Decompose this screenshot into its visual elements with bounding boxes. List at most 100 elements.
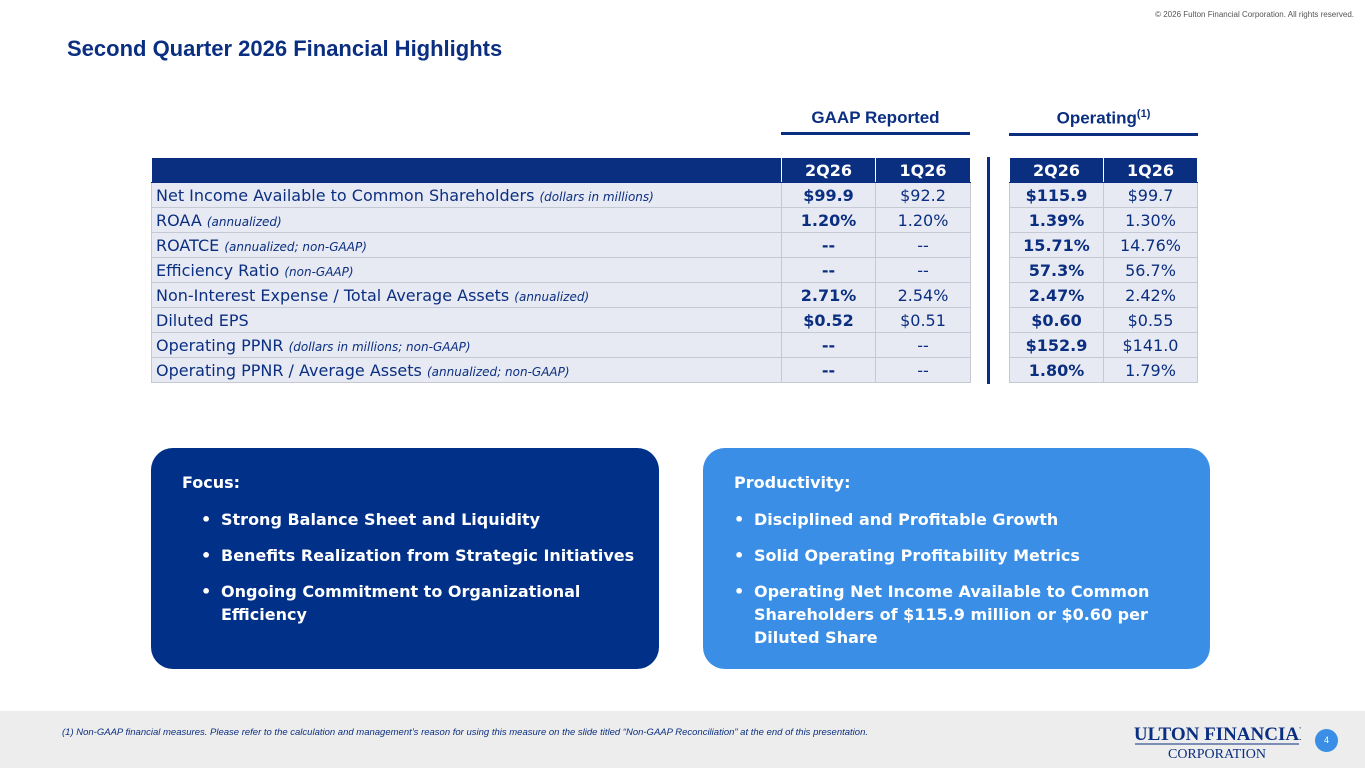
- table-row: 2.47% 2.42%: [1009, 282, 1198, 308]
- row-label: Efficiency Ratio (non-GAAP): [151, 257, 782, 283]
- row-qualifier: (non-GAAP): [284, 264, 354, 279]
- gaap-reported-label: GAAP Reported: [811, 108, 940, 127]
- gaap-column-header: 2Q26: [781, 157, 876, 183]
- page-number: 4: [1315, 729, 1338, 752]
- gaap-1q-value: --: [875, 257, 971, 283]
- row-label-text: Net Income Available to Common Sharehold…: [156, 185, 535, 205]
- operating-2q-value: 15.71%: [1009, 232, 1104, 258]
- operating-1q-value: 1.79%: [1103, 357, 1198, 383]
- operating-2q-value: $115.9: [1009, 182, 1104, 208]
- focus-list: • Strong Balance Sheet and Liquidity • Ben…: [201, 508, 641, 639]
- gaap-2q-value: 2.71%: [781, 282, 876, 308]
- gaap-table: 2Q26 1Q26 Net Income Available to Common S…: [151, 157, 971, 383]
- table-row: Net Income Available to Common Sharehold…: [151, 182, 971, 208]
- gaap-2q-value: --: [781, 332, 876, 358]
- operating-1q-value: $0.55: [1103, 307, 1198, 333]
- row-label-text: ROAA: [156, 210, 202, 230]
- row-qualifier: (annualized; non-GAAP): [224, 239, 367, 254]
- operating-footnote-ref: (1): [1136, 108, 1151, 120]
- gaap-1q-value: --: [875, 357, 971, 383]
- operating-1q-value: $141.0: [1103, 332, 1198, 358]
- gaap-2q-value: 1.20%: [781, 207, 876, 233]
- gaap-2q-value: --: [781, 232, 876, 258]
- gaap-1q-value: 2.54%: [875, 282, 971, 308]
- row-label-text: Non-Interest Expense / Total Average Ass…: [156, 285, 510, 305]
- operating-2q-value: 1.80%: [1009, 357, 1104, 383]
- footnote: (1) Non-GAAP financial measures. Please …: [62, 727, 868, 738]
- table-row: $152.9 $141.0: [1009, 332, 1198, 358]
- row-label-text: Operating PPNR / Average Assets: [156, 360, 422, 380]
- table-row: ROAA (annualized) 1.20% 1.20%: [151, 207, 971, 233]
- operating-1q-value: 14.76%: [1103, 232, 1198, 258]
- row-label-text: Operating PPNR: [156, 335, 284, 355]
- logo-line1: FULTON FINANCIAL: [1133, 724, 1301, 745]
- row-label: Non-Interest Expense / Total Average Ass…: [151, 282, 782, 308]
- gaap-reported-header: GAAP Reported: [781, 108, 970, 135]
- gaap-1q-value: $92.2: [875, 182, 971, 208]
- row-label: Operating PPNR (dollars in millions; non…: [151, 332, 782, 358]
- productivity-panel: Productivity: • Disciplined and Profitabl…: [703, 448, 1210, 669]
- focus-heading: Focus:: [182, 473, 241, 492]
- operating-2q-value: 57.3%: [1009, 257, 1104, 283]
- productivity-heading: Productivity:: [734, 473, 851, 492]
- table-row: Operating PPNR (dollars in millions; non…: [151, 332, 971, 358]
- table-row: 15.71% 14.76%: [1009, 232, 1198, 258]
- operating-header: Operating(1): [1009, 108, 1198, 136]
- table-row: Diluted EPS $0.52 $0.51: [151, 307, 971, 333]
- row-label: Diluted EPS: [151, 307, 782, 333]
- operating-underline: [1009, 132, 1198, 136]
- focus-item: • Ongoing Commitment to Organizational Ef…: [201, 582, 581, 624]
- operating-column-header: 1Q26: [1103, 157, 1198, 183]
- gaap-column-header: 1Q26: [875, 157, 971, 183]
- table-divider: [987, 157, 990, 384]
- gaap-1q-value: --: [875, 232, 971, 258]
- focus-item: • Strong Balance Sheet and Liquidity: [201, 510, 541, 529]
- table-row: $115.9 $99.7: [1009, 182, 1198, 208]
- row-qualifier: (annualized): [206, 214, 282, 229]
- table-row: $0.60 $0.55: [1009, 307, 1198, 333]
- table-row: 1.39% 1.30%: [1009, 207, 1198, 233]
- productivity-item: • Solid Operating Profitability Metrics: [734, 546, 1080, 565]
- fulton-financial-logo: FULTON FINANCIAL CORPORATION: [1133, 724, 1301, 762]
- row-qualifier: (annualized): [514, 289, 590, 304]
- gaap-2q-value: --: [781, 257, 876, 283]
- row-label: Net Income Available to Common Sharehold…: [151, 182, 782, 208]
- operating-2q-value: $0.60: [1009, 307, 1104, 333]
- productivity-item: • Disciplined and Profitable Growth: [734, 510, 1059, 529]
- operating-1q-value: $99.7: [1103, 182, 1198, 208]
- row-label-text: Diluted EPS: [156, 310, 249, 330]
- table-row: Operating PPNR / Average Assets (annuali…: [151, 357, 971, 383]
- focus-item: • Benefits Realization from Strategic Ini…: [201, 546, 635, 565]
- operating-column-header: 2Q26: [1009, 157, 1104, 183]
- row-label: Operating PPNR / Average Assets (annuali…: [151, 357, 782, 383]
- table-row: ROATCE (annualized; non-GAAP) -- --: [151, 232, 971, 258]
- operating-2q-value: 2.47%: [1009, 282, 1104, 308]
- table-row: 57.3% 56.7%: [1009, 257, 1198, 283]
- footer-bar: [0, 711, 1365, 768]
- table-row: 1.80% 1.79%: [1009, 357, 1198, 383]
- table-header-blank: [151, 157, 782, 183]
- page-title: Second Quarter 2026 Financial Highlights: [67, 36, 503, 61]
- gaap-2q-value: --: [781, 357, 876, 383]
- operating-1q-value: 1.30%: [1103, 207, 1198, 233]
- row-label-text: Efficiency Ratio: [156, 260, 280, 280]
- gaap-2q-value: $99.9: [781, 182, 876, 208]
- logo-line2: CORPORATION: [1168, 747, 1266, 762]
- gaap-2q-value: $0.52: [781, 307, 876, 333]
- row-qualifier: (dollars in millions): [539, 189, 654, 204]
- row-qualifier: (dollars in millions; non-GAAP): [288, 339, 471, 354]
- table-row: Non-Interest Expense / Total Average Ass…: [151, 282, 971, 308]
- row-label: ROAA (annualized): [151, 207, 782, 233]
- gaap-underline: [781, 132, 970, 135]
- operating-2q-value: 1.39%: [1009, 207, 1104, 233]
- gaap-1q-value: 1.20%: [875, 207, 971, 233]
- operating-1q-value: 2.42%: [1103, 282, 1198, 308]
- row-label-text: ROATCE: [156, 235, 220, 255]
- operating-label: Operating: [1056, 108, 1137, 128]
- operating-1q-value: 56.7%: [1103, 257, 1198, 283]
- productivity-item: • Operating Net Income Available to Commo…: [734, 582, 1150, 647]
- gaap-1q-value: --: [875, 332, 971, 358]
- row-label: ROATCE (annualized; non-GAAP): [151, 232, 782, 258]
- productivity-list: • Disciplined and Profitable Growth • Soli…: [734, 508, 1174, 662]
- operating-2q-value: $152.9: [1009, 332, 1104, 358]
